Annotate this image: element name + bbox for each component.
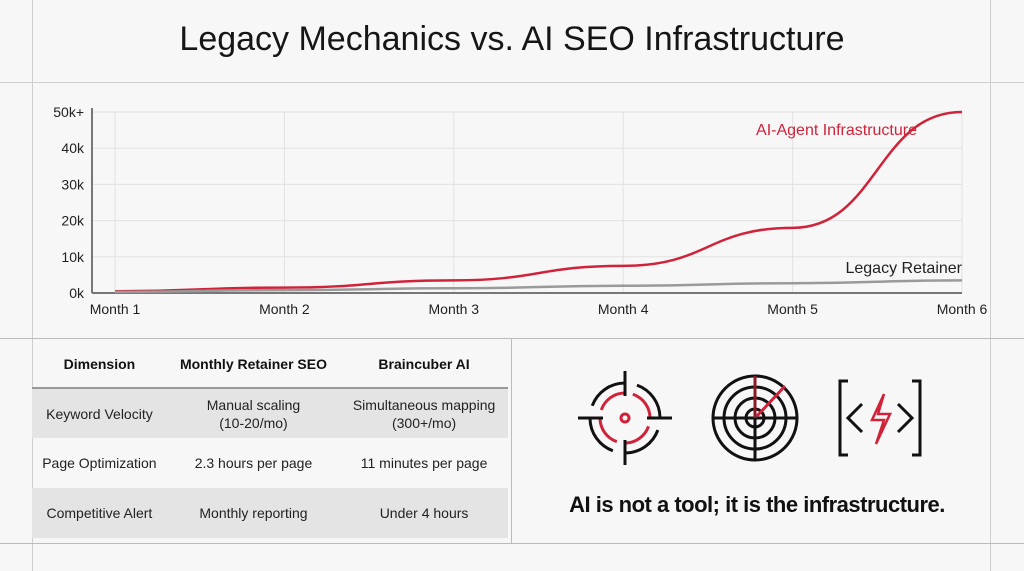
panel-divider [511, 338, 512, 543]
y-tick-label: 30k [61, 176, 85, 192]
table-row: Page Optimization 2.3 hours per page 11 … [32, 438, 508, 488]
divider [0, 82, 1024, 83]
y-tick-label: 20k [61, 213, 85, 229]
table-cell: Under 4 hours [340, 488, 508, 538]
table-cell: 2.3 hours per page [194, 455, 313, 471]
table-cell: 11 minutes per page [360, 455, 488, 471]
y-tick-label: 40k [61, 140, 85, 156]
table-row: Competitive Alert Monthly reporting Unde… [32, 488, 508, 538]
column-header: Dimension [32, 340, 167, 389]
divider [0, 543, 1024, 544]
x-tick-label: Month 5 [767, 301, 818, 317]
tagline: AI is not a tool; it is the infrastructu… [569, 492, 945, 517]
x-tick-label: Month 4 [598, 301, 649, 317]
table-cell: Simultaneous mapping (300+/mo) [340, 388, 508, 438]
crosshair-target-icon [578, 371, 672, 465]
x-tick-label: Month 6 [937, 301, 988, 317]
column-header: Braincuber AI [340, 340, 508, 389]
divider [0, 338, 1024, 339]
line-chart: 0k 10k 20k 30k 40k 50k+ Month 1 Month 2 Month 3 M… [53, 104, 988, 317]
x-tick-label: Month 1 [90, 301, 141, 317]
comparison-table: Dimension Monthly Retainer SEO Braincube… [32, 340, 508, 538]
series-label: Legacy Retainer [845, 260, 962, 277]
radar-icon [711, 374, 799, 462]
frame-line [32, 0, 33, 571]
column-header: Monthly Retainer SEO [166, 340, 341, 389]
icon-row [578, 371, 922, 465]
page-title: Legacy Mechanics vs. AI SEO Infrastructu… [179, 20, 845, 58]
frame-line [990, 0, 991, 571]
series-line-legacy [114, 279, 963, 294]
x-tick-label: Month 3 [429, 301, 480, 317]
series-line-ai-agent [114, 110, 963, 293]
y-tick-label: 10k [61, 249, 85, 265]
code-lightning-icon [838, 379, 922, 457]
table-cell: Keyword Velocity [32, 388, 167, 438]
table-cell: Competitive Alert [32, 488, 167, 538]
y-tick-label: 50k+ [53, 104, 84, 120]
table-row: Keyword Velocity Manual scaling (10-20/m… [32, 388, 508, 438]
x-tick-label: Month 2 [259, 301, 310, 317]
table-cell: Monthly reporting [166, 488, 341, 538]
series-label: AI-Agent Infrastructure [756, 122, 917, 139]
y-tick-label: 0k [69, 285, 85, 301]
table-cell: Page Optimization [42, 455, 157, 471]
table-cell: Manual scaling (10-20/mo) [166, 388, 341, 438]
